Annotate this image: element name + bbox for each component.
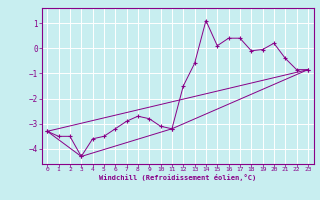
X-axis label: Windchill (Refroidissement éolien,°C): Windchill (Refroidissement éolien,°C) xyxy=(99,174,256,181)
